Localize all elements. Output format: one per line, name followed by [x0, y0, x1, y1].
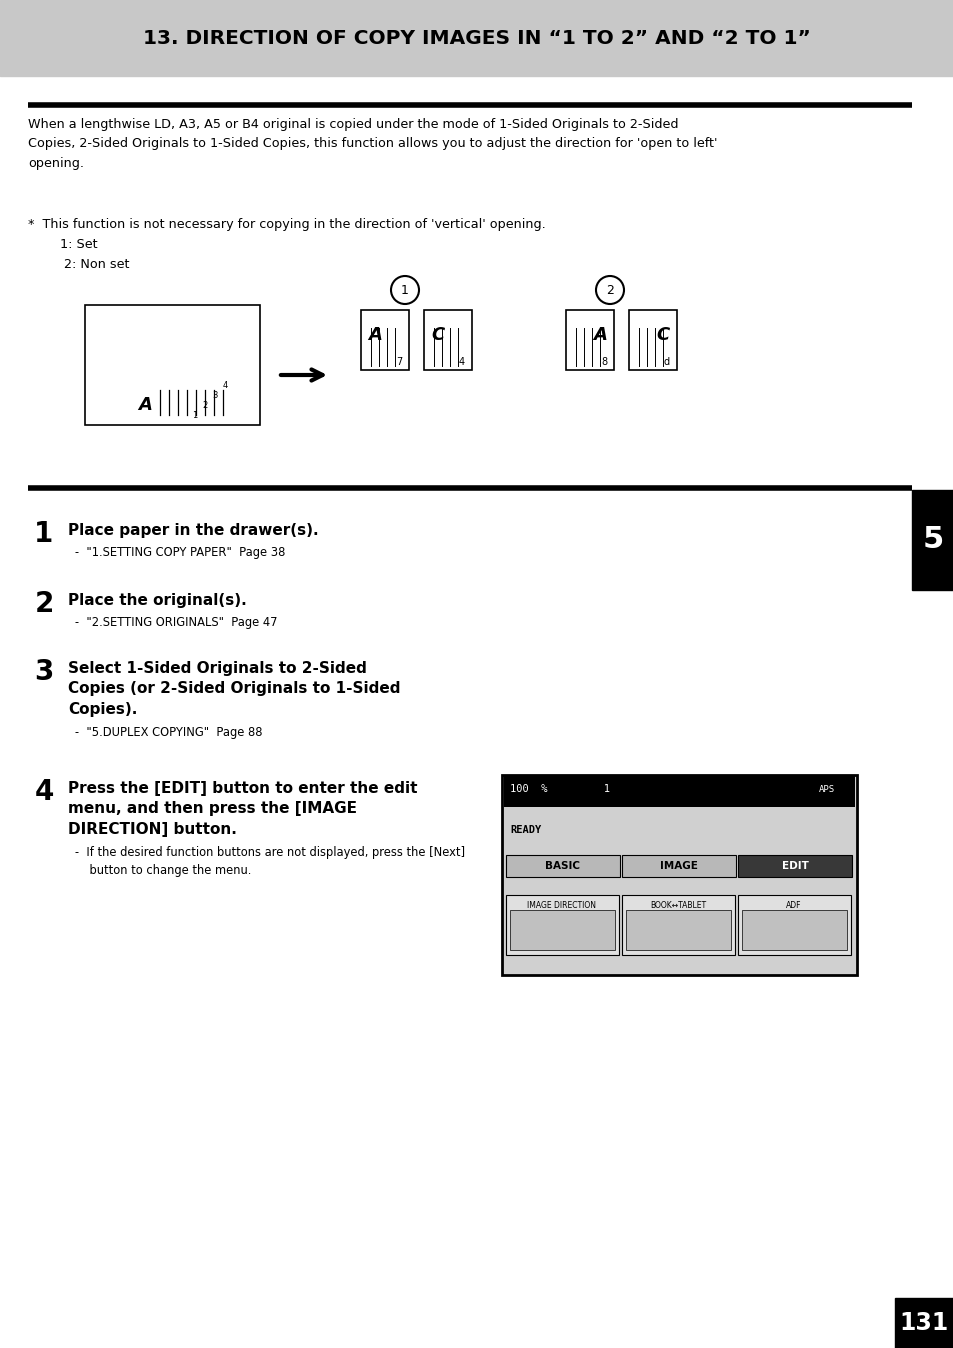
Bar	[738, 855, 851, 878]
Bar	[505, 895, 618, 954]
Text: -  If the desired function buttons are not displayed, press the [Next]
    butto: - If the desired function buttons are no…	[75, 847, 465, 878]
Text: IMAGE DIRECTION: IMAGE DIRECTION	[527, 900, 596, 910]
Text: 131: 131	[899, 1312, 947, 1335]
Bar	[628, 310, 677, 369]
Text: A: A	[368, 326, 381, 344]
Text: READY: READY	[510, 825, 540, 834]
Text: C: C	[656, 326, 669, 344]
Bar	[911, 491, 953, 590]
Bar	[360, 310, 409, 369]
Text: APS: APS	[818, 785, 834, 794]
Text: Place the original(s).: Place the original(s).	[68, 593, 247, 608]
Text: 4: 4	[222, 380, 228, 390]
Bar	[503, 775, 854, 807]
Text: -  "5.DUPLEX COPYING"  Page 88: - "5.DUPLEX COPYING" Page 88	[75, 727, 262, 739]
Text: 3: 3	[34, 658, 53, 686]
Text: 8: 8	[600, 357, 606, 367]
Bar	[625, 910, 730, 950]
Bar	[621, 895, 734, 954]
Text: ADF: ADF	[785, 900, 801, 910]
Bar	[505, 855, 619, 878]
Text: C: C	[431, 326, 444, 344]
Bar	[423, 310, 472, 369]
Bar	[741, 910, 846, 950]
Text: BOOK↔TABLET: BOOK↔TABLET	[649, 900, 705, 910]
Bar	[0, 0, 953, 75]
Text: 5: 5	[922, 526, 943, 554]
Text: 1: 1	[400, 283, 409, 297]
Text: 1: 1	[193, 411, 197, 419]
Text: When a lengthwise LD, A3, A5 or B4 original is copied under the mode of 1-Sided : When a lengthwise LD, A3, A5 or B4 origi…	[28, 119, 717, 170]
Bar	[565, 310, 614, 369]
Text: Place paper in the drawer(s).: Place paper in the drawer(s).	[68, 523, 318, 538]
Text: -  "1.SETTING COPY PAPER"  Page 38: - "1.SETTING COPY PAPER" Page 38	[75, 546, 285, 559]
Bar	[738, 895, 850, 954]
Text: 7: 7	[395, 357, 402, 367]
Text: A: A	[593, 326, 606, 344]
Bar	[621, 855, 735, 878]
Bar	[501, 775, 856, 975]
Text: A: A	[138, 396, 152, 414]
Text: Press the [EDIT] button to enter the edit
menu, and then press the [IMAGE
DIRECT: Press the [EDIT] button to enter the edi…	[68, 780, 417, 837]
Text: 100  %         1: 100 % 1	[510, 785, 609, 794]
Text: d: d	[663, 357, 669, 367]
Bar	[894, 1298, 953, 1348]
Text: *  This function is not necessary for copying in the direction of 'vertical' ope: * This function is not necessary for cop…	[28, 218, 545, 271]
Text: BASIC: BASIC	[545, 861, 579, 871]
Text: 13. DIRECTION OF COPY IMAGES IN “1 TO 2” AND “2 TO 1”: 13. DIRECTION OF COPY IMAGES IN “1 TO 2”…	[143, 28, 810, 47]
Text: 1: 1	[34, 520, 53, 549]
Text: Select 1-Sided Originals to 2-Sided
Copies (or 2-Sided Originals to 1-Sided
Copi: Select 1-Sided Originals to 2-Sided Copi…	[68, 661, 400, 717]
Text: 3: 3	[213, 391, 217, 399]
Text: 2: 2	[605, 283, 614, 297]
Text: 4: 4	[458, 357, 464, 367]
Text: EDIT: EDIT	[781, 861, 807, 871]
Text: IMAGE: IMAGE	[659, 861, 698, 871]
Text: 4: 4	[34, 778, 53, 806]
Text: 2: 2	[202, 400, 208, 410]
Text: -  "2.SETTING ORIGINALS"  Page 47: - "2.SETTING ORIGINALS" Page 47	[75, 616, 277, 630]
Text: 2: 2	[34, 590, 53, 617]
Bar	[510, 910, 615, 950]
Bar	[85, 305, 260, 425]
